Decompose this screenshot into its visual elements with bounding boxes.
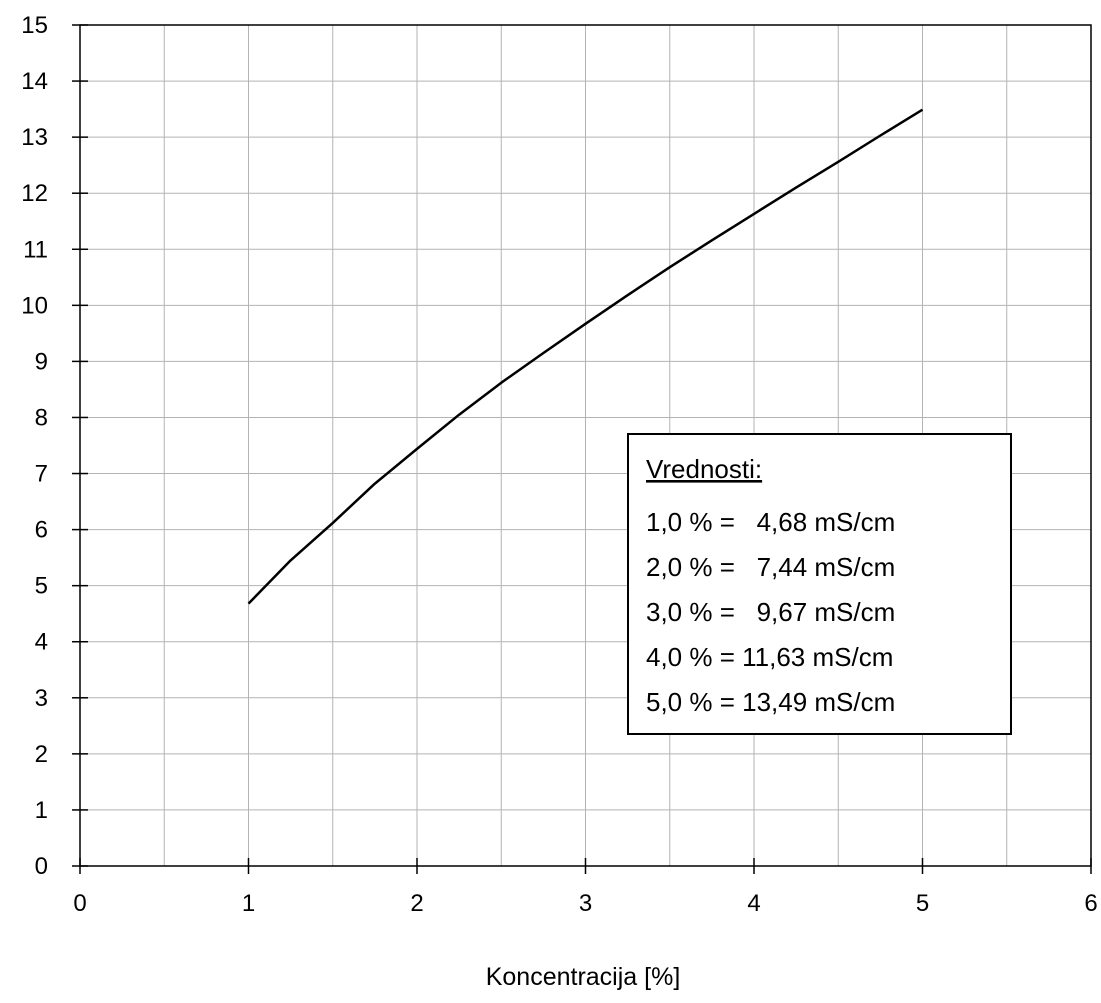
x-tick-label: 5 xyxy=(916,890,929,917)
x-axis-title: Koncentracija [%] xyxy=(486,963,681,991)
y-tick-label: 2 xyxy=(35,741,48,768)
x-tick-label: 4 xyxy=(747,890,760,917)
y-tick-label: 12 xyxy=(21,180,48,207)
x-tick-label: 3 xyxy=(579,890,592,917)
y-tick-label: 13 xyxy=(21,124,48,151)
legend-entry: 3,0 % = 9,67 mS/cm xyxy=(646,597,895,627)
y-tick-label: 11 xyxy=(23,236,48,263)
y-tick-label: 8 xyxy=(35,404,48,431)
y-tick-label: 14 xyxy=(21,68,48,95)
legend-box xyxy=(627,433,1012,735)
y-tick-label: 15 xyxy=(21,12,48,39)
y-tick-label: 0 xyxy=(35,853,48,880)
y-tick-label: 10 xyxy=(21,292,48,319)
x-tick-label: 6 xyxy=(1084,890,1097,917)
legend-entry: 2,0 % = 7,44 mS/cm xyxy=(646,552,895,582)
y-tick-label: 3 xyxy=(35,685,48,712)
y-tick-label: 7 xyxy=(35,461,48,488)
y-tick-label: 6 xyxy=(35,517,48,544)
y-tick-label: 4 xyxy=(35,629,48,656)
legend: Vrednosti: 1,0 % = 4,68 mS/cm 2,0 % = 7,… xyxy=(627,433,1012,735)
y-tick-label: 1 xyxy=(35,797,48,824)
y-tick-label: 9 xyxy=(35,348,48,375)
axis-ticks xyxy=(72,24,1092,874)
x-tick-label: 2 xyxy=(410,890,423,917)
legend-entry: 1,0 % = 4,68 mS/cm xyxy=(646,507,895,537)
legend-entry: 4,0 % = 11,63 mS/cm xyxy=(646,642,893,672)
data-series-line xyxy=(247,108,924,605)
x-tick-label: 0 xyxy=(73,890,86,917)
legend-title: Vrednosti: xyxy=(646,454,762,484)
legend-entry: 5,0 % = 13,49 mS/cm xyxy=(646,687,895,717)
x-tick-label: 1 xyxy=(242,890,255,917)
y-tick-label: 5 xyxy=(35,573,48,600)
